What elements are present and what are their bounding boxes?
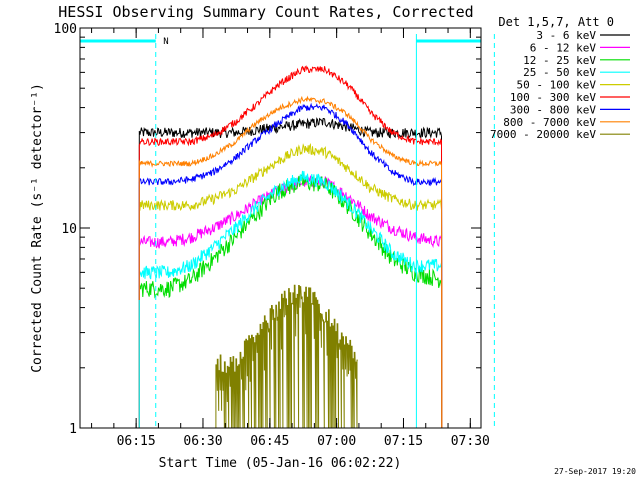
legend-entry-label-9: 7000 - 20000 keV: [490, 128, 596, 141]
legend-entry-label-5: 50 - 100 keV: [517, 79, 597, 92]
legend-entry-label-4: 25 - 50 keV: [523, 66, 596, 79]
x-axis: 06:15 06:30 06:45 07:00 07:15 07:30: [91, 28, 490, 449]
series-line-6: [138, 65, 443, 428]
series-group: [138, 65, 443, 428]
legend-entry-label-1: 3 - 6 keV: [536, 29, 596, 42]
x-tick-label-5: 07:15: [384, 434, 423, 449]
legend-entry-label-2: 6 - 12 keV: [530, 41, 597, 54]
legend-entry-label-8: 800 - 7000 keV: [503, 116, 596, 129]
y-tick-label-2: 10: [61, 222, 77, 237]
legend-entry-label-3: 12 - 25 keV: [523, 54, 596, 67]
x-axis-label: Start Time (05-Jan-16 06:02:22): [159, 456, 402, 471]
y-axis: 1 10 100: [54, 22, 481, 437]
series-line-8: [138, 95, 443, 428]
y-tick-label-1: 1: [69, 422, 77, 437]
series-line-9: [215, 284, 358, 428]
x-tick-label-6: 07:30: [451, 434, 490, 449]
y-tick-label-3: 100: [54, 22, 77, 37]
x-tick-label-1: 06:15: [117, 434, 156, 449]
series-line-7: [138, 102, 443, 428]
legend-entry-label-7: 300 - 800 keV: [510, 103, 596, 116]
chart-title: HESSI Observing Summary Count Rates, Cor…: [58, 3, 473, 21]
legend-header: Det 1,5,7, Att 0: [498, 15, 614, 29]
y-axis-label: Corrected Count Rate (s⁻¹ detector⁻¹): [30, 83, 45, 373]
x-tick-label-4: 07:00: [317, 434, 356, 449]
legend-entry-label-6: 100 - 300 keV: [510, 91, 596, 104]
date-stamp: 27-Sep-2017 19:20: [554, 467, 636, 476]
series-line-4: [138, 170, 443, 428]
x-tick-label-2: 06:30: [183, 434, 222, 449]
x-tick-label-3: 06:45: [250, 434, 289, 449]
window-flag-text: N: [163, 37, 168, 47]
series-line-5: [138, 143, 443, 428]
